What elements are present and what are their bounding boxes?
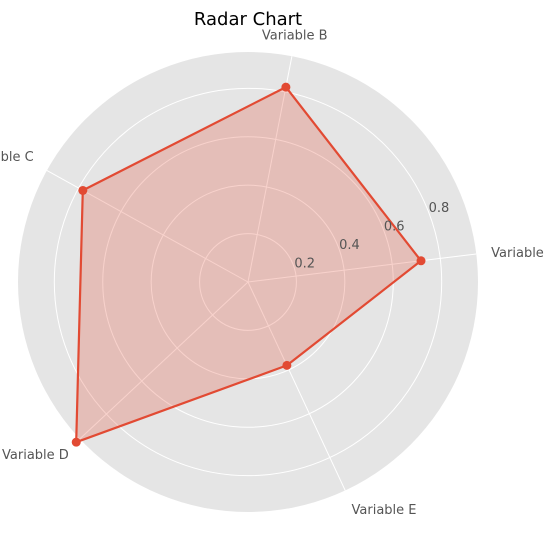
series-line — [75, 85, 423, 444]
category-label: Variable D — [2, 448, 69, 463]
data-point — [416, 256, 426, 266]
radial-grid-circle — [53, 87, 443, 477]
data-point — [281, 82, 291, 92]
data-point — [78, 185, 88, 195]
radial-tick-label: 0.2 — [294, 256, 315, 271]
radial-tick-label: 0.8 — [429, 201, 450, 216]
category-label: Variable A — [491, 246, 544, 261]
spoke-line — [247, 56, 293, 283]
category-label: Variable E — [352, 503, 417, 518]
category-label: Variable C — [0, 150, 34, 165]
data-point — [71, 437, 81, 447]
category-label: Variable B — [262, 29, 328, 44]
radial-tick-label: 0.4 — [339, 238, 360, 253]
data-point — [282, 360, 292, 370]
series-area — [76, 87, 421, 443]
radial-grid-circle — [199, 233, 297, 331]
spoke-line — [247, 281, 346, 491]
spoke-line — [247, 253, 477, 283]
chart-title: Radar Chart — [194, 9, 302, 30]
spoke-line — [79, 281, 249, 440]
radial-tick-label: 0.6 — [384, 219, 405, 234]
